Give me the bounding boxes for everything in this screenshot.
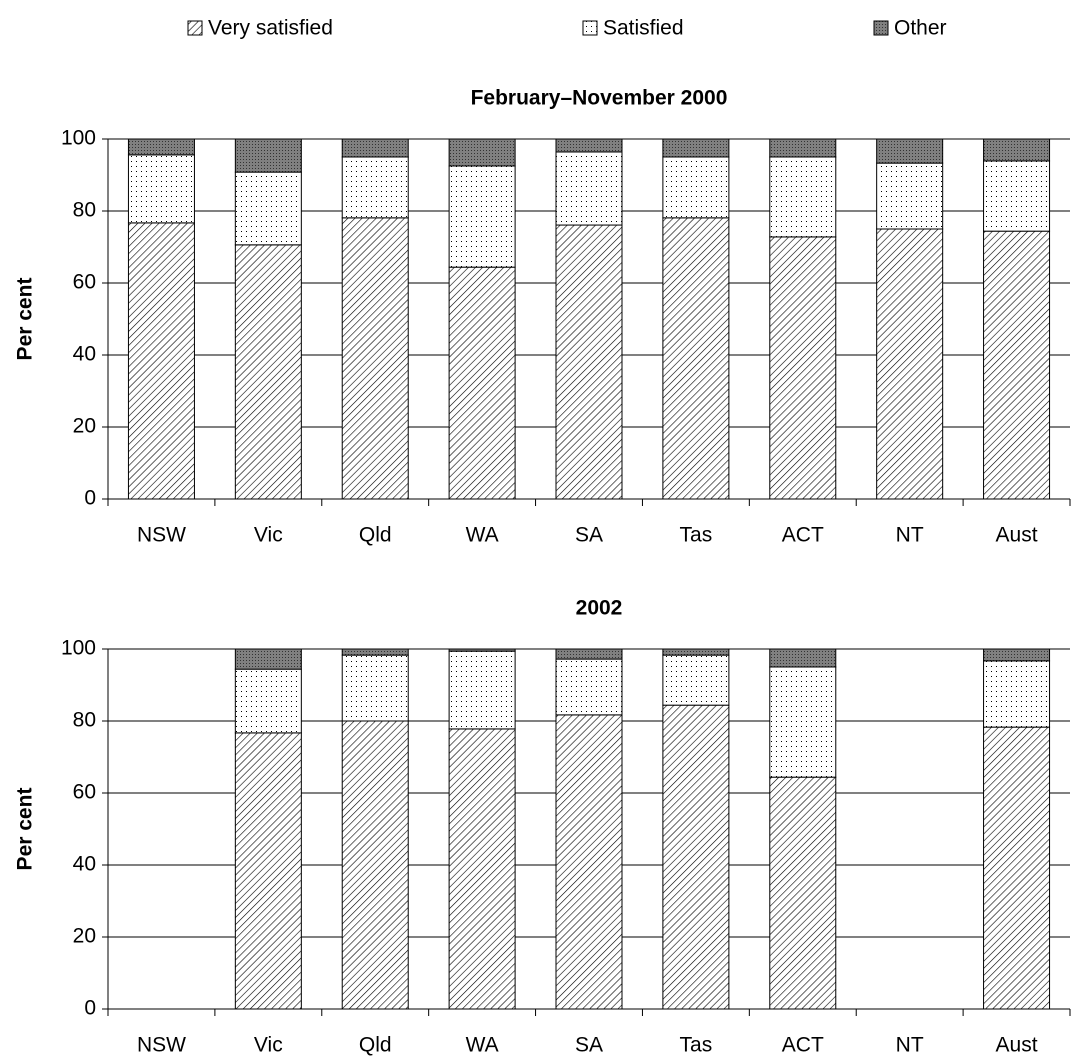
x-tick-label: ACT — [782, 524, 824, 547]
bar-segment — [769, 156, 837, 238]
bar-segment — [234, 668, 302, 734]
bar-segment — [341, 138, 409, 158]
bar-segment — [769, 776, 837, 1010]
bar-segment — [769, 648, 837, 668]
bar-segment — [341, 217, 409, 500]
bar-segment — [127, 222, 195, 500]
legend: Very satisfied Satisfied Other — [187, 17, 947, 40]
bar-segment — [555, 714, 623, 1010]
x-tick-label: ACT — [782, 1034, 824, 1057]
x-tick-label: Qld — [359, 524, 392, 547]
x-tick-label: Aust — [996, 524, 1038, 547]
bar-segment — [234, 244, 302, 500]
x-tick-label: SA — [575, 1034, 603, 1057]
bar-segment — [769, 236, 837, 500]
legend-swatch — [873, 20, 889, 36]
bar-segment — [662, 156, 730, 219]
y-tick-label: 40 — [73, 853, 96, 876]
bar-segment — [662, 648, 730, 656]
chart-title: 2002 — [576, 597, 623, 620]
bar-segment — [234, 648, 302, 670]
bar-segment — [234, 138, 302, 173]
bar-segment — [876, 228, 944, 500]
x-tick-label: Tas — [680, 1034, 713, 1057]
x-tick-label: Qld — [359, 1034, 392, 1057]
x-tick-label: SA — [575, 524, 603, 547]
bar-segment — [876, 138, 944, 164]
legend-label: Satisfied — [603, 17, 684, 40]
bar-segment — [983, 726, 1051, 1010]
y-tick-label: 80 — [73, 709, 96, 732]
y-tick-label: 100 — [61, 127, 96, 150]
bar-segment — [555, 151, 623, 226]
bar-segment — [341, 654, 409, 722]
bar-segment — [448, 728, 516, 1010]
bar-segment — [983, 230, 1051, 500]
y-tick-label: 0 — [84, 487, 96, 510]
bar-segment — [448, 648, 516, 652]
x-tick-label: NSW — [137, 524, 186, 547]
bar-segment — [127, 138, 195, 156]
bar-segment — [341, 720, 409, 1010]
bar-segment — [448, 138, 516, 167]
y-axis-label: Per cent — [14, 278, 37, 361]
panel: February–November 2000 Per cent 0 20 40 60 80 1… — [14, 87, 1071, 547]
y-tick-label: 0 — [84, 997, 96, 1020]
bar-segment — [234, 171, 302, 246]
y-tick-label: 60 — [73, 781, 96, 804]
bar-segment — [983, 138, 1051, 162]
x-tick-label: WA — [466, 524, 499, 547]
x-tick-label: Aust — [996, 1034, 1038, 1057]
bar-segment — [127, 154, 195, 224]
x-tick-label: Vic — [254, 524, 283, 547]
bar-segment — [555, 224, 623, 500]
bar-segment — [662, 138, 730, 158]
y-axis-label: Per cent — [14, 788, 37, 871]
bar-segment — [448, 266, 516, 500]
chart-title: February–November 2000 — [471, 87, 728, 110]
x-tick-label: Vic — [254, 1034, 283, 1057]
x-tick-label: WA — [466, 1034, 499, 1057]
bar-segment — [769, 666, 837, 778]
bar-segment — [662, 217, 730, 500]
legend-label: Other — [894, 17, 947, 40]
legend-swatch — [187, 20, 203, 36]
y-tick-label: 80 — [73, 199, 96, 222]
bar-segment — [448, 165, 516, 268]
x-tick-label: Tas — [680, 524, 713, 547]
y-tick-label: 100 — [61, 637, 96, 660]
y-tick-label: 60 — [73, 271, 96, 294]
bar-segment — [448, 650, 516, 730]
bar-segment — [555, 658, 623, 716]
bar-segment — [234, 732, 302, 1010]
y-tick-label: 20 — [73, 925, 96, 948]
x-tick-label: NT — [896, 1034, 924, 1057]
bar-segment — [983, 660, 1051, 728]
bar-segment — [769, 138, 837, 158]
y-tick-label: 40 — [73, 343, 96, 366]
bar-segment — [662, 654, 730, 706]
legend-swatch — [582, 20, 598, 36]
bar-segment — [983, 648, 1051, 662]
bar-segment — [983, 160, 1051, 232]
y-tick-label: 20 — [73, 415, 96, 438]
x-tick-label: NSW — [137, 1034, 186, 1057]
bar-segment — [662, 704, 730, 1010]
bar-segment — [341, 156, 409, 219]
bar-segment — [555, 138, 623, 153]
panel: 2002 Per cent 0 20 40 60 80 100 NSW Vic Qld WA SA Tas… — [14, 597, 1071, 1057]
bar-segment — [341, 648, 409, 656]
bar-segment — [555, 648, 623, 660]
legend-label: Very satisfied — [208, 17, 333, 40]
x-tick-label: NT — [896, 524, 924, 547]
bar-segment — [876, 162, 944, 230]
